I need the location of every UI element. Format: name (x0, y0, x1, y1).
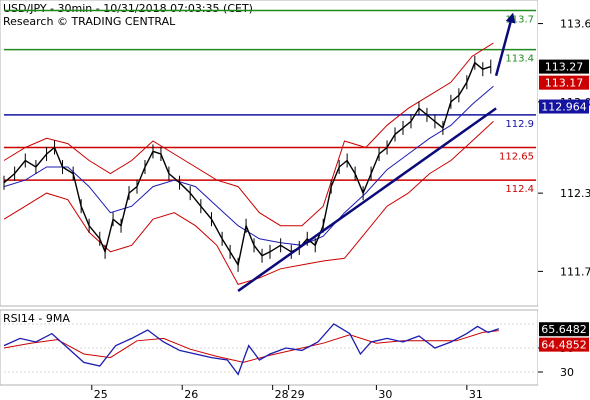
price-series (3, 55, 492, 272)
rsi-tag-box (539, 322, 589, 337)
rsi-panel-label: RSI14 - 9MA (3, 312, 70, 325)
time-axis: 25 26 28 29 30 31 (91, 385, 483, 400)
level-label-0: 113.7 (505, 15, 534, 26)
price-tags: 113.27 113.17 112.964 (539, 59, 589, 114)
level-label-3: 112.65 (499, 151, 534, 162)
bollinger-bands (3, 42, 494, 285)
price-tick-label: 112.3 (560, 187, 590, 200)
trendline-layer (237, 12, 516, 292)
bollinger-upper (3, 42, 494, 227)
time-tick-label: 31 (469, 388, 483, 400)
rsi-tick-label: 30 (560, 366, 574, 379)
chart-header-title: USD/JPY - 30min - 10/31/2018 07:03:35 (C… (3, 2, 253, 15)
level-label-1: 113.4 (505, 54, 534, 65)
rsi-tag-text: 64.4852 (541, 339, 587, 352)
time-tick-label: 25 (94, 388, 108, 400)
time-tick-label: 30 (378, 388, 392, 400)
rsi-tag-box (539, 337, 589, 352)
price-panel-frame (0, 0, 539, 307)
time-tick-label: 26 (184, 388, 198, 400)
time-tick-label: 29 (291, 388, 305, 400)
price-tag-text: 113.17 (545, 77, 584, 90)
price-tag-box (539, 75, 589, 90)
chart-header-credit: Research © TRADING CENTRAL (3, 15, 176, 28)
time-tick-label: 28 (275, 388, 289, 400)
price-tag-box (539, 59, 589, 74)
price-tag-box (539, 99, 589, 114)
rsi-line (3, 323, 500, 376)
level-label-4: 112.4 (505, 184, 534, 195)
price-tag-text: 113.27 (545, 61, 584, 74)
price-tag-text: 112.964 (541, 101, 587, 114)
support-trendline (237, 107, 497, 292)
bollinger-lower (3, 121, 494, 285)
price-tick-label: 111.7 (560, 265, 590, 278)
price-axis-bg (538, 0, 590, 306)
rsi-series (3, 323, 536, 376)
projection-arrow (494, 12, 516, 77)
price-line (3, 61, 492, 267)
level-label-2: 112.9 (505, 119, 534, 130)
rsi-tag-text: 65.6482 (541, 323, 587, 336)
key-levels: 113.7 113.4 112.9 112.65 112.4 (4, 9, 536, 195)
price-tick-label: 113.6 (560, 18, 590, 31)
